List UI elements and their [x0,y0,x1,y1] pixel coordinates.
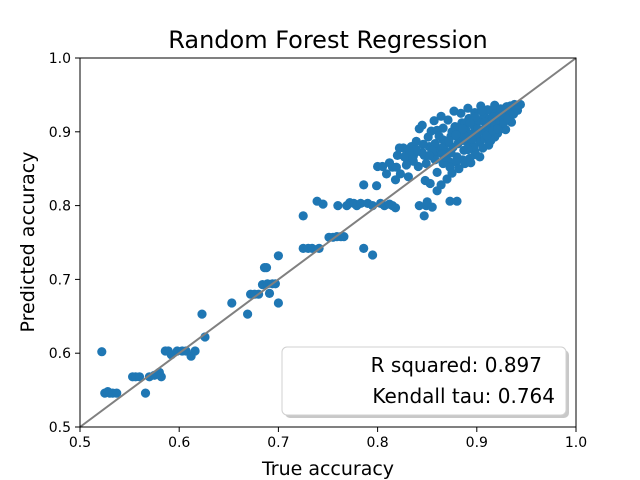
data-point [414,201,424,211]
data-point [401,160,411,170]
x-axis-label: True accuracy [261,458,394,480]
data-point [512,105,523,115]
chart-title: Random Forest Regression [168,26,488,54]
data-point [392,150,402,160]
data-point [140,388,151,398]
data-point [421,158,431,169]
x-tick-label: 0.5 [69,435,91,451]
data-point [273,251,283,261]
data-point [134,372,145,382]
data-point [359,180,369,190]
plot-frame [79,57,577,428]
data-point [444,136,454,146]
data-point [227,298,237,308]
data-point [339,232,349,242]
data-point [156,372,166,382]
data-point [411,136,421,146]
y-tick-label: 0.5 [49,420,71,436]
data-point [436,111,446,121]
data-point [427,202,437,212]
annotation-box: R squared: 0.897 Kendall tau: 0.764 [281,346,569,418]
data-point [190,346,200,356]
data-point [454,164,464,174]
r-squared-text: R squared: 0.897 [371,353,542,377]
data-points [97,99,526,398]
reference-diagonal-line [79,57,577,428]
y-tick-label: 0.8 [49,199,71,215]
data-point [298,211,308,221]
y-tick-label: 0.9 [49,125,71,141]
x-tick-label: 0.8 [366,435,388,451]
data-point [419,211,429,221]
data-point [434,131,444,141]
data-point [463,103,473,113]
data-point [399,152,409,162]
y-tick-label: 0.6 [49,346,71,362]
y-tick-label: 0.7 [49,272,71,288]
data-point [482,130,492,141]
data-point [97,347,107,357]
data-point [368,250,378,260]
data-point [356,198,366,208]
data-point [390,203,401,213]
data-point [478,143,488,153]
data-point [372,181,382,191]
data-point [418,139,428,149]
data-point [394,143,404,153]
data-point [475,152,485,162]
data-point [395,169,405,179]
x-axis-ticks: 0.5 0.6 0.7 0.8 0.9 1.0 [69,427,587,451]
x-tick-label: 0.6 [168,435,190,451]
kendall-tau-text: Kendall tau: 0.764 [372,384,555,408]
data-point [307,243,317,253]
y-axis-label: Predicted accuracy [17,152,39,333]
data-point [466,158,476,168]
data-point [445,196,455,206]
data-point [443,115,453,125]
data-point [477,106,487,116]
x-tick-label: 0.9 [466,435,488,451]
y-axis-ticks: 0.5 0.6 0.7 0.8 0.9 1.0 [49,51,80,436]
data-point [420,175,430,186]
data-point [264,288,275,298]
x-tick-label: 1.0 [565,435,587,451]
data-point [417,120,427,130]
x-tick-label: 0.7 [267,435,289,451]
data-point [463,144,473,155]
data-point [424,150,434,160]
data-point [449,106,459,116]
data-point [438,123,448,133]
data-point [429,116,439,126]
data-point [465,118,475,128]
data-point [456,108,466,118]
data-point [453,139,463,149]
data-point [391,162,401,172]
data-point [451,130,461,140]
data-point [403,172,413,182]
data-point [423,132,433,142]
data-point [112,388,122,398]
data-point [493,124,503,134]
data-point [197,309,207,319]
data-point [381,169,392,179]
y-tick-label: 1.0 [49,51,71,67]
data-point [243,309,253,319]
data-point [436,180,446,190]
data-point [447,168,457,178]
data-point [273,298,283,308]
data-point [458,124,468,134]
data-point [333,201,343,211]
data-point [452,196,462,206]
data-point [432,167,442,177]
data-point [359,243,369,253]
data-point [261,263,272,273]
data-point [270,279,280,289]
data-point [378,161,388,172]
data-point [318,199,328,209]
data-point [411,144,421,155]
data-point [473,124,483,134]
